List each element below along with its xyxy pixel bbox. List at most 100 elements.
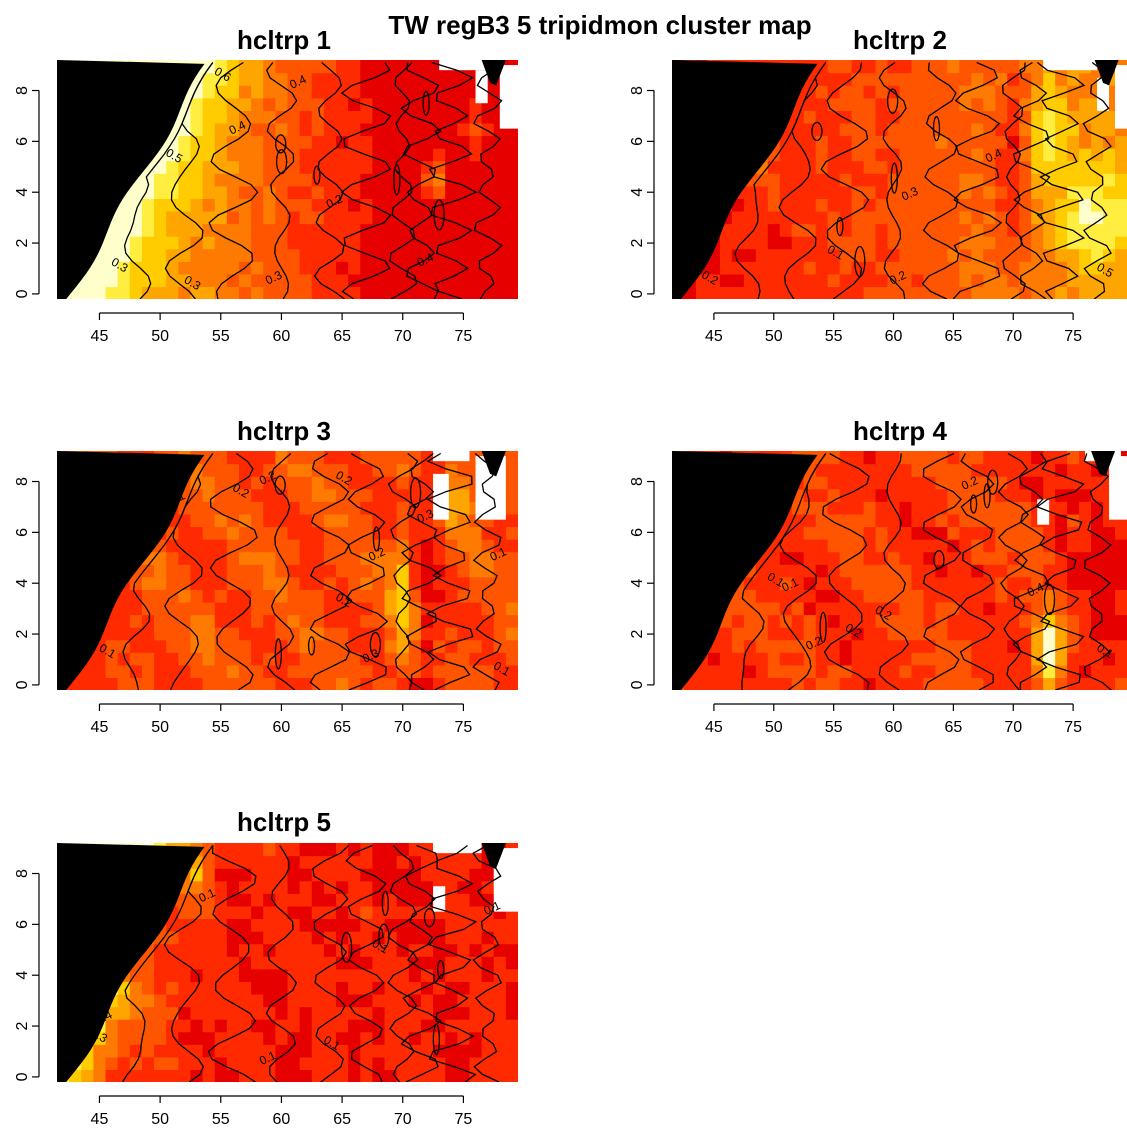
heatmap-cell bbox=[719, 627, 733, 641]
heatmap-cell bbox=[827, 451, 841, 465]
heatmap-cell bbox=[190, 110, 204, 124]
heatmap-cell bbox=[1019, 664, 1032, 679]
x-tick-label: 55 bbox=[825, 719, 843, 736]
heatmap-cell bbox=[226, 1044, 240, 1058]
heatmap-cell bbox=[178, 286, 192, 299]
contour-label: 0.1 bbox=[196, 885, 217, 905]
heatmap-cell bbox=[311, 1006, 325, 1020]
heatmap-cell bbox=[360, 993, 374, 1008]
heatmap-cell bbox=[141, 1044, 155, 1058]
heatmap-cell bbox=[154, 589, 167, 603]
heatmap-cell bbox=[408, 614, 422, 628]
heatmap-cell bbox=[481, 677, 495, 690]
heatmap-cell bbox=[707, 677, 721, 690]
heatmap-cell bbox=[743, 223, 757, 237]
heatmap-cell bbox=[863, 564, 877, 578]
heatmap-cell bbox=[287, 451, 301, 465]
heatmap-cell bbox=[719, 652, 733, 666]
heatmap-cell bbox=[935, 488, 948, 502]
heatmap-cell bbox=[226, 248, 240, 262]
heatmap-cell bbox=[755, 601, 769, 616]
heatmap-cell bbox=[311, 576, 325, 590]
heatmap-cell bbox=[178, 931, 192, 945]
y-tick-label: 2 bbox=[14, 630, 31, 639]
heatmap-cell bbox=[1079, 501, 1092, 515]
heatmap-cell bbox=[899, 185, 913, 199]
heatmap-cell bbox=[1031, 273, 1044, 288]
heatmap-cell bbox=[129, 664, 143, 679]
heatmap-cell bbox=[348, 893, 361, 907]
heatmap-cell bbox=[238, 160, 252, 174]
heatmap-cell bbox=[505, 476, 518, 490]
heatmap-cell bbox=[311, 248, 325, 262]
heatmap-cell bbox=[457, 627, 471, 641]
heatmap-cell bbox=[311, 601, 325, 616]
contour-line bbox=[1002, 62, 1026, 299]
heatmap-cell bbox=[995, 148, 1008, 162]
heatmap-cell bbox=[505, 664, 518, 679]
heatmap-cell bbox=[935, 539, 948, 553]
heatmap-cell bbox=[1067, 286, 1080, 299]
heatmap-cell bbox=[719, 639, 733, 653]
heatmap-cell bbox=[445, 639, 458, 653]
contour-ring bbox=[811, 121, 823, 142]
heatmap-cell bbox=[959, 60, 972, 74]
heatmap-cell bbox=[1019, 677, 1032, 690]
heatmap-cell bbox=[105, 261, 119, 275]
contour-ring bbox=[887, 88, 899, 114]
heatmap-cell bbox=[887, 614, 901, 628]
x-tick-label: 50 bbox=[151, 1111, 169, 1128]
heatmap-cell bbox=[323, 198, 337, 212]
heatmap-cell bbox=[433, 72, 446, 86]
heatmap-cell bbox=[408, 564, 422, 578]
heatmap-cell bbox=[1067, 639, 1080, 653]
heatmap-cell bbox=[311, 614, 325, 628]
heatmap-cell bbox=[299, 463, 313, 477]
heatmap-cell bbox=[959, 223, 972, 237]
heatmap-cell bbox=[971, 261, 984, 275]
heatmap-cell bbox=[1067, 463, 1080, 477]
heatmap-cell bbox=[323, 1006, 337, 1020]
heatmap-cell bbox=[791, 551, 805, 565]
heatmap-cell bbox=[971, 539, 984, 553]
heatmap-cell bbox=[1103, 248, 1116, 262]
heatmap-cell bbox=[129, 652, 143, 666]
heatmap-cell bbox=[408, 868, 422, 882]
heatmap-cell bbox=[420, 968, 434, 982]
heatmap-cell bbox=[263, 564, 276, 578]
heatmap-cell bbox=[408, 451, 422, 465]
heatmap-cell bbox=[129, 601, 143, 616]
heatmap-cell bbox=[983, 614, 996, 628]
heatmap-cell bbox=[779, 248, 793, 262]
heatmap-cell bbox=[445, 880, 458, 894]
heatmap-cell bbox=[238, 601, 252, 616]
heatmap-cell bbox=[360, 981, 374, 995]
heatmap-cell bbox=[287, 110, 301, 124]
x-tick-label: 75 bbox=[455, 1111, 473, 1128]
heatmap-cell bbox=[923, 273, 937, 288]
heatmap-cell bbox=[755, 627, 769, 641]
heatmap-cell bbox=[226, 918, 240, 932]
heatmap-cell bbox=[323, 248, 337, 262]
heatmap-cell bbox=[287, 868, 301, 882]
heatmap-cell bbox=[827, 185, 841, 199]
heatmap-cell bbox=[1055, 273, 1068, 288]
heatmap-cell bbox=[469, 855, 483, 869]
heatmap-cell bbox=[190, 248, 204, 262]
heatmap-cell bbox=[238, 576, 252, 590]
heatmap-cell bbox=[299, 627, 313, 641]
heatmap-cell bbox=[348, 110, 361, 124]
heatmap-cell bbox=[779, 589, 793, 603]
heatmap-cell bbox=[1007, 60, 1020, 74]
heatmap-cell bbox=[935, 627, 948, 641]
heatmap-cell bbox=[287, 223, 301, 237]
heatmap-cell bbox=[899, 236, 913, 250]
heatmap-cell bbox=[408, 893, 422, 907]
heatmap-cell bbox=[299, 601, 313, 616]
heatmap-cell bbox=[851, 223, 865, 237]
heatmap-cell bbox=[287, 564, 301, 578]
heatmap-cell bbox=[445, 564, 458, 578]
heatmap-cell bbox=[154, 627, 167, 641]
heatmap-cell bbox=[469, 993, 483, 1008]
heatmap-cell bbox=[372, 601, 386, 616]
